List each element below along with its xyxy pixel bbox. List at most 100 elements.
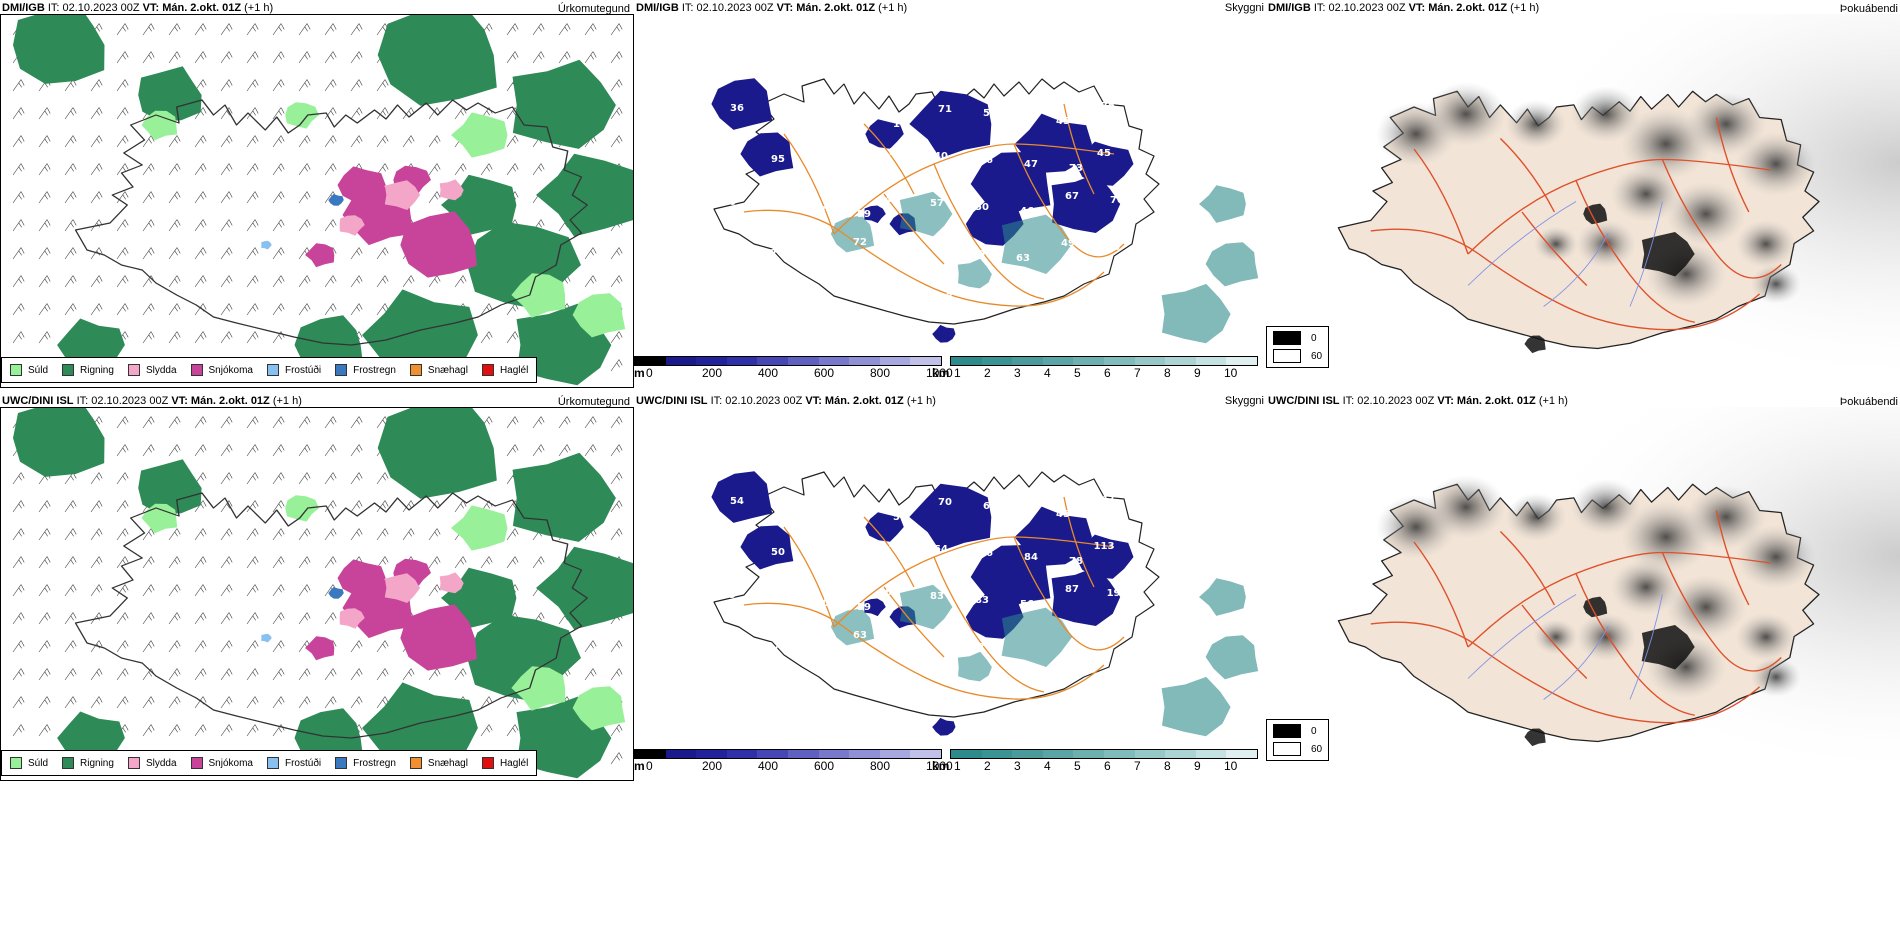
valid-time: VT: Mán. 2.okt. 01Z	[776, 2, 876, 14]
elevation-tick: 1000	[926, 366, 953, 380]
legend-swatch	[127, 364, 140, 376]
visibility-tick: 3	[1014, 366, 1021, 380]
legend-label: Rigning	[80, 757, 114, 769]
visibility-value: 63	[807, 457, 821, 468]
fog-legend-swatch	[1273, 349, 1301, 363]
visibility-map: 200 73 52 73 58 56 76 58 61 67 36 57 97 29 18 71 52 56 45 7…	[711, 56, 1259, 344]
legend-label: Slydda	[145, 364, 177, 376]
visibility-value: 87	[1065, 584, 1079, 595]
elevation-tick: 400	[758, 759, 779, 773]
visibility-value: 50	[816, 551, 830, 562]
visibility-value: 169	[756, 295, 777, 306]
legend-swatch	[10, 364, 22, 376]
visibility-value: 61	[1060, 69, 1074, 80]
visibility-value: 76	[1101, 101, 1115, 112]
forecast-row: Súld Rigning Slydda Snjókoma Frostúði Frostre…	[0, 393, 1900, 783]
visibility-value: 79	[722, 590, 736, 601]
legend-label: Snæhagl	[427, 364, 468, 376]
fog-legend-item: 60	[1273, 742, 1322, 756]
panel-header: DMI/IGB IT: 02.10.2023 00Z VT: Mán. 2.ok…	[636, 2, 907, 14]
legend-swatch	[266, 364, 279, 376]
init-time: IT: 02.10.2023 00Z	[1313, 2, 1409, 14]
visibility-value: 49	[885, 194, 899, 205]
legend-item-snjókoma: Snjókoma	[190, 757, 253, 769]
visibility-tick: 4	[1044, 759, 1051, 773]
elevation-tick: 400	[758, 366, 779, 380]
visibility-value: 43	[889, 540, 903, 551]
visibility-value: 36	[730, 103, 744, 114]
visibility-value: 56	[942, 57, 956, 68]
visibility-value: 60	[897, 465, 911, 476]
visibility-value: 89	[844, 162, 858, 173]
fog-legend-swatch	[1273, 331, 1301, 345]
visibility-title: Skyggni	[1224, 2, 1264, 14]
visibility-value: 397	[760, 641, 781, 652]
visibility-tick: 4	[1044, 366, 1051, 380]
visibility-value: 58	[767, 201, 781, 212]
visibility-value: 106	[1008, 505, 1029, 516]
visibility-title: Skyggni	[1224, 395, 1264, 407]
visibility-tick: 2	[984, 759, 991, 773]
init-time: IT: 02.10.2023 00Z	[681, 2, 777, 14]
visibility-value: 42	[844, 555, 858, 566]
visibility-value: 73	[762, 60, 776, 71]
precip-map: Súld Rigning Slydda Snjókoma Frostúði Frostre…	[0, 407, 634, 781]
visibility-value: 49	[1061, 238, 1075, 249]
visibility-value: 54	[934, 544, 948, 555]
panel-header: UWC/DINI ISL IT: 02.10.2023 00Z VT: Mán.…	[2, 395, 302, 407]
legend-swatch	[335, 757, 348, 769]
visibility-value: 60	[852, 461, 866, 472]
elevation-tick: 0	[646, 759, 653, 773]
fog-legend-item: 0	[1273, 724, 1322, 738]
fog-legend-item: 60	[1273, 349, 1322, 363]
visibility-value: 29	[848, 115, 862, 126]
visibility-value: 72	[853, 237, 867, 248]
visibility-value: 27	[939, 292, 953, 303]
precip-type-map	[12, 408, 633, 779]
legend-swatch	[409, 757, 422, 769]
elevation-tick: 600	[814, 759, 835, 773]
legend-label: Haglél	[499, 757, 529, 769]
visibility-value: 59	[857, 209, 871, 220]
visibility-tick: 8	[1164, 366, 1171, 380]
visibility-value: 54	[730, 496, 744, 507]
legend-label: Frostregn	[353, 757, 396, 769]
precip-legend: Súld Rigning Slydda Snjókoma Frostúði Frostre…	[1, 357, 538, 383]
visibility-value: 72	[763, 248, 777, 259]
visibility-value: 71	[938, 104, 952, 115]
visibility-value: 50	[771, 547, 785, 558]
init-time: IT: 02.10.2023 00Z	[47, 2, 143, 14]
legend-swatch	[62, 757, 75, 769]
fog-index-map	[1266, 14, 1900, 386]
legend-label: Slydda	[145, 757, 177, 769]
visibility-tick: 10	[1224, 759, 1238, 773]
fog-legend-label: 60	[1311, 350, 1323, 362]
visibility-value: 56	[1106, 242, 1120, 253]
lead-time: (+1 h)	[272, 395, 302, 407]
visibility-value: 76	[979, 155, 993, 166]
visibility-value: 84	[1024, 552, 1038, 563]
visibility-value: 78	[1069, 556, 1083, 567]
visibility-value: 83	[975, 595, 989, 606]
panel-header: DMI/IGB IT: 02.10.2023 00Z VT: Mán. 2.ok…	[1268, 2, 1539, 14]
visibility-value: 83	[930, 591, 944, 602]
visibility-colorbar: km 1 2 3 4 5 6 7 8 9 10	[932, 356, 1266, 386]
valid-time: VT: Mán. 2.okt. 01Z	[142, 2, 242, 14]
visibility-panel: 200 73 52 73 58 56 76 58 61 67 36 57 97 29 18 71 52 56 45 7…	[634, 0, 1266, 390]
fog-panel: UWC/DINI ISL IT: 02.10.2023 00Z VT: Mán.…	[1266, 393, 1900, 783]
forecast-row: Súld Rigning Slydda Snjókoma Frostúði Frostre…	[0, 0, 1900, 390]
visibility-value: 191	[1107, 588, 1128, 599]
visibility-value: 56	[970, 454, 984, 465]
valid-time: VT: Mán. 2.okt. 01Z	[805, 395, 904, 407]
legend-label: Frostregn	[353, 364, 396, 376]
legend-swatch	[481, 757, 494, 769]
visibility-value: 100	[809, 598, 830, 609]
visibility-value: 52	[943, 638, 957, 649]
legend-item-frostúði: Frostúði	[266, 757, 321, 769]
precip-title: Úrkomutegund	[557, 3, 630, 15]
visibility-value: 79	[717, 449, 731, 460]
visibility-value: 71	[718, 244, 732, 255]
visibility-value: 56	[942, 450, 956, 461]
visibility-tick: 1	[954, 366, 961, 380]
legend-item-snjókoma: Snjókoma	[190, 364, 253, 376]
